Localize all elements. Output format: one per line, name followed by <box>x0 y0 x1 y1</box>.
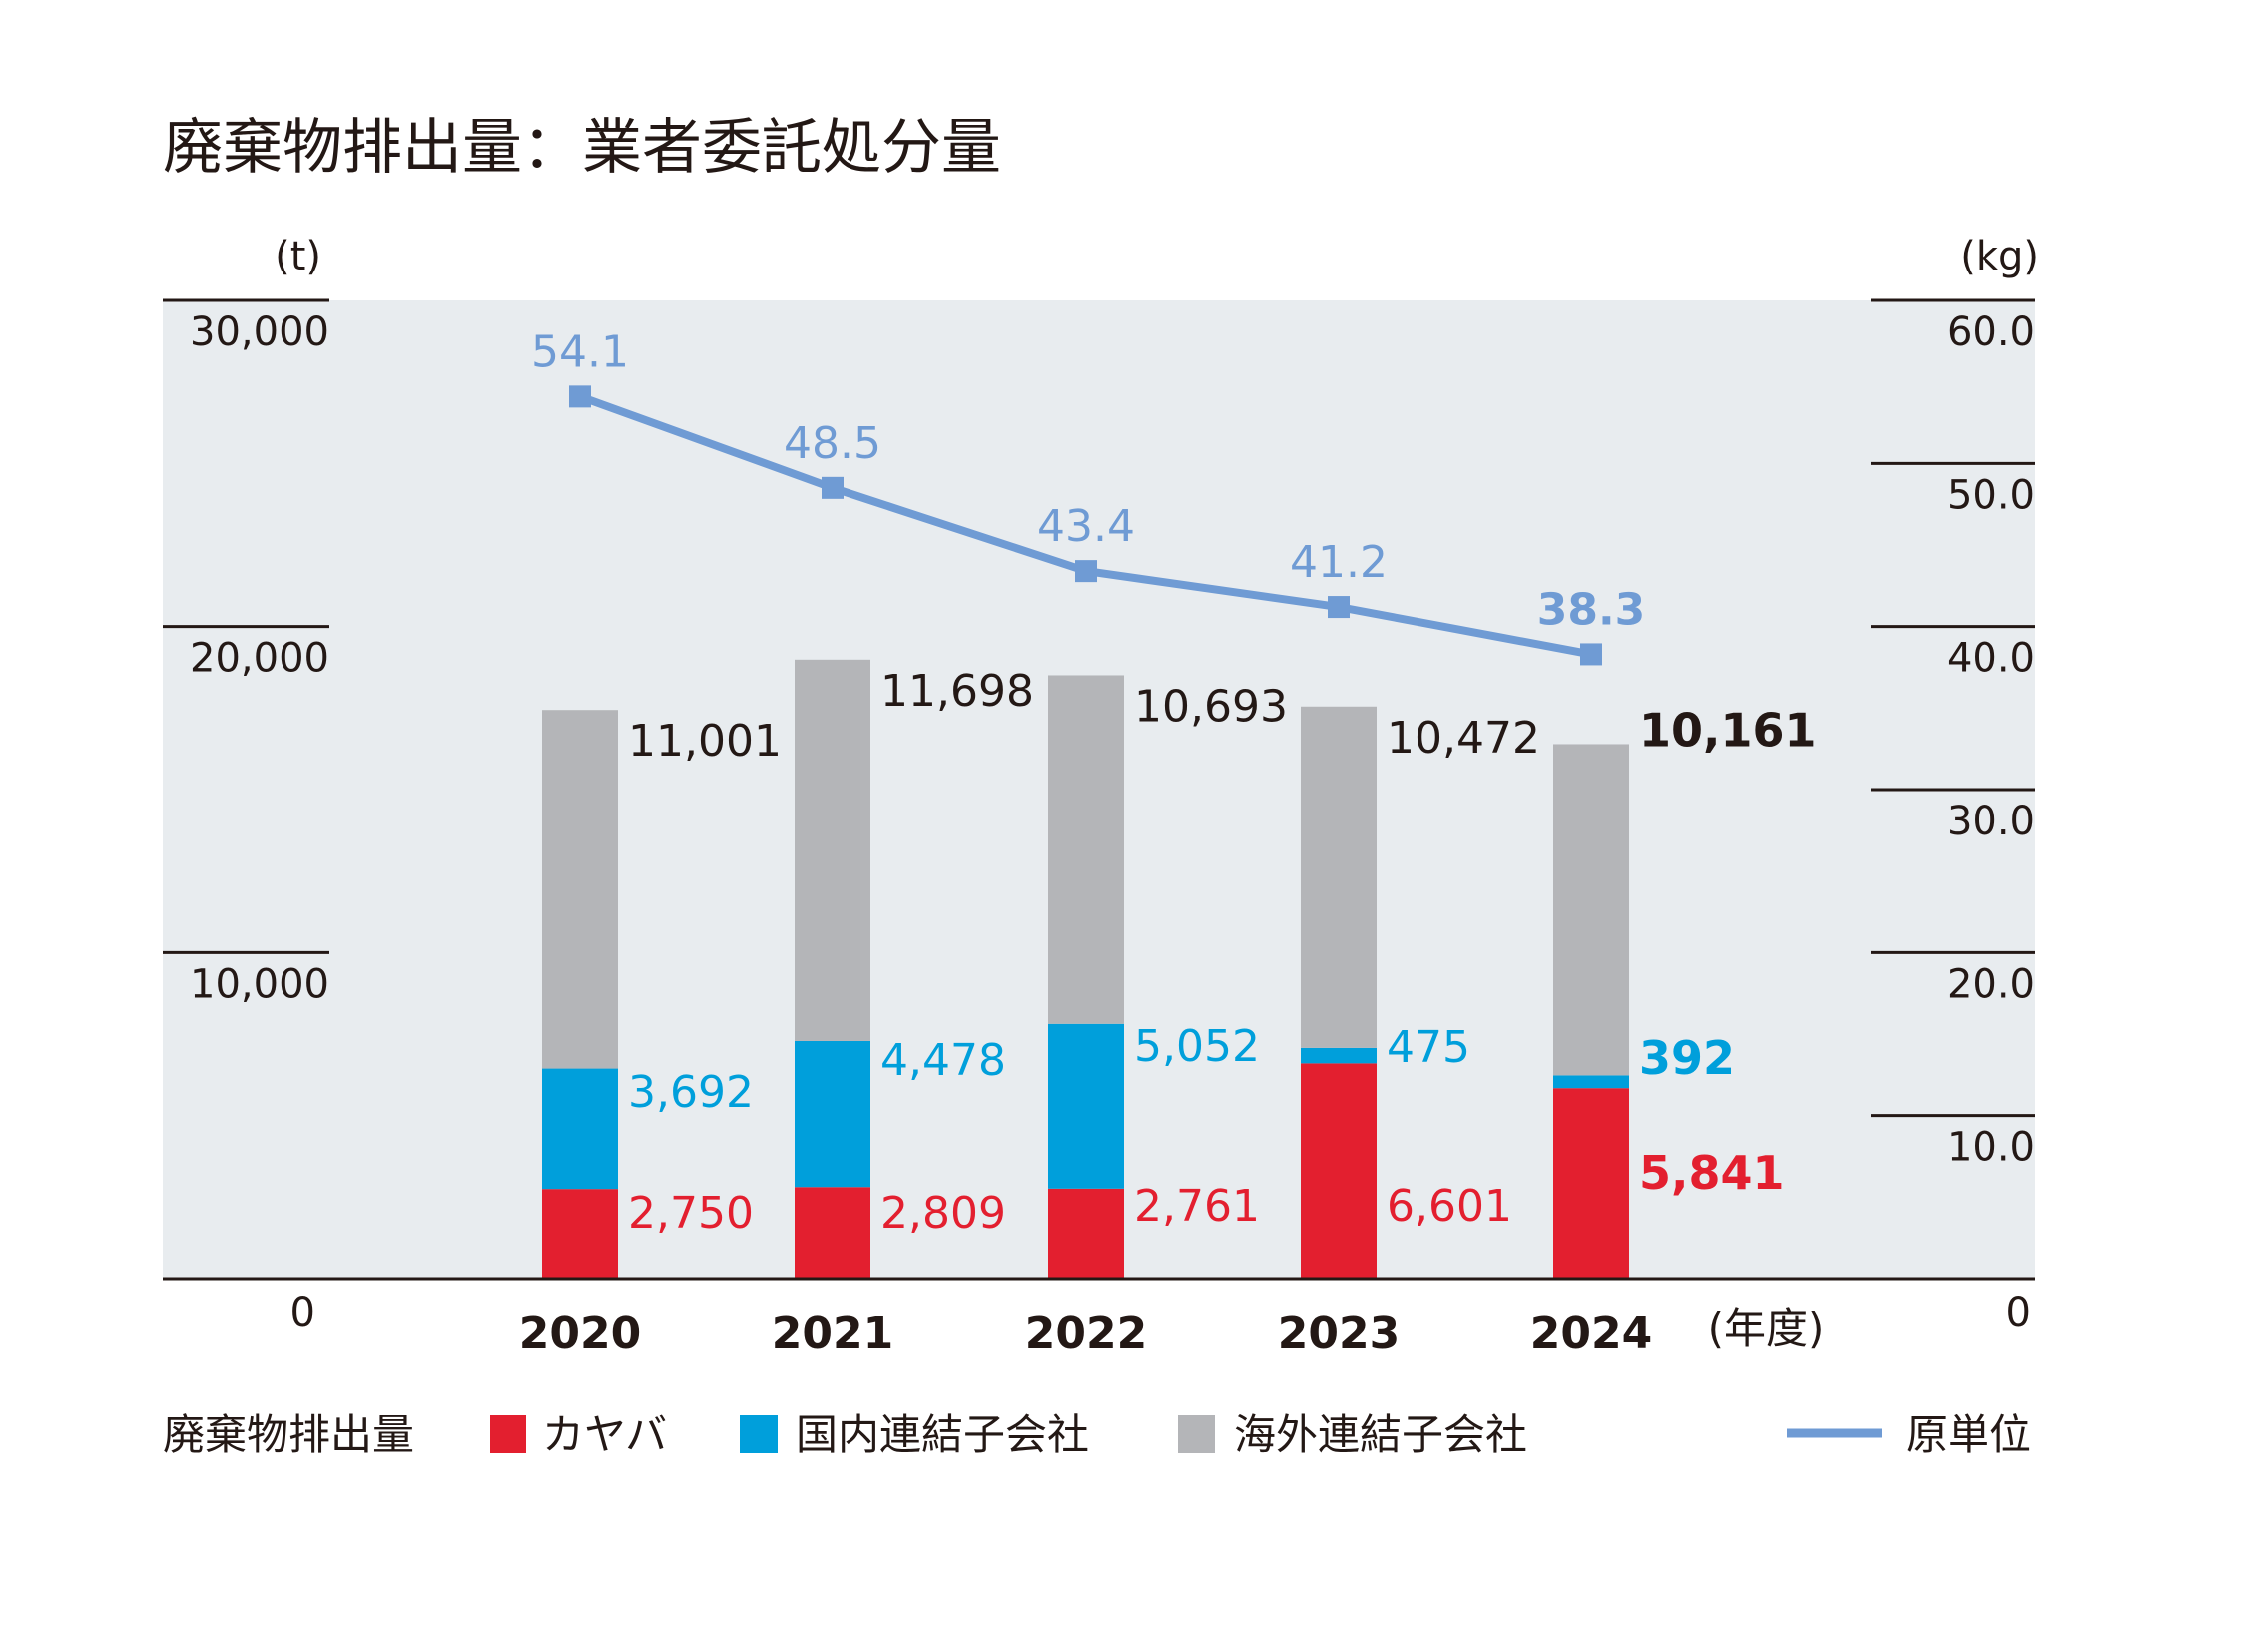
bar-value-label: 475 <box>1387 1022 1470 1073</box>
intensity-point <box>1328 596 1350 619</box>
legend-label-overseas: 海外連結子会社 <box>1234 1410 1527 1459</box>
bar-segment-kayaba <box>795 1187 870 1279</box>
category-label: 2021 <box>772 1308 893 1358</box>
bar-value-label: 5,841 <box>1639 1146 1785 1200</box>
bar-stack-2020: 2,750 3,692 11,001 2020 <box>519 710 782 1358</box>
bar-stack-2023: 6,601 475 10,472 2023 <box>1278 706 1540 1358</box>
bar-stack-2022: 2,761 5,052 10,693 2022 <box>1025 675 1288 1358</box>
bar-segment-overseas <box>542 710 618 1069</box>
intensity-label: 43.4 <box>1037 501 1135 552</box>
bar-value-label: 5,052 <box>1134 1021 1260 1072</box>
right-tick-label: 60.0 <box>1947 309 2035 355</box>
bar-segment-kayaba <box>1553 1088 1629 1279</box>
right-tick-label: 50.0 <box>1947 472 2035 518</box>
left-tick-label: 30,000 <box>190 309 329 355</box>
bar-segment-domestic <box>1301 1047 1377 1064</box>
intensity-point <box>1075 560 1097 583</box>
legend-label-intensity: 原単位 <box>1906 1410 2031 1459</box>
bar-value-label: 11,001 <box>628 716 782 767</box>
bar-segment-overseas <box>1301 706 1377 1048</box>
intensity-point <box>1580 643 1602 666</box>
chart-title: 廃棄物排出量：業者委託処分量 <box>163 113 1001 183</box>
bar-value-label: 11,698 <box>880 666 1034 717</box>
bar-value-label: 2,761 <box>1134 1181 1260 1232</box>
x-axis-unit: (年度) <box>1708 1304 1825 1353</box>
left-tick-label: 20,000 <box>190 636 329 682</box>
intensity-label: 54.1 <box>531 326 629 377</box>
bar-value-label: 10,161 <box>1639 703 1817 757</box>
left-axis-unit: (t) <box>275 234 321 279</box>
right-tick-label: 0 <box>2006 1290 2031 1336</box>
intensity-point <box>822 476 844 499</box>
right-tick-label: 10.0 <box>1947 1125 2035 1171</box>
right-axis-unit: (kg) <box>1960 234 2039 279</box>
intensity-label: 38.3 <box>1537 584 1646 635</box>
bar-stack-2024: 5,841 392 10,161 2024 <box>1530 703 1817 1358</box>
category-label: 2024 <box>1530 1308 1652 1358</box>
legend-label-domestic: 国内連結子会社 <box>796 1410 1089 1459</box>
left-tick-label: 10,000 <box>190 961 329 1007</box>
bar-value-label: 6,601 <box>1387 1181 1512 1232</box>
intensity-point <box>569 385 591 408</box>
bar-value-label: 4,478 <box>880 1035 1006 1086</box>
legend-swatch-overseas <box>1178 1415 1215 1453</box>
bar-value-label: 2,750 <box>628 1188 754 1239</box>
legend: 廃棄物排出量 カヤバ 国内連結子会社 海外連結子会社 原単位 <box>163 1410 2031 1459</box>
legend-prefix: 廃棄物排出量 <box>163 1410 414 1459</box>
bar-segment-overseas <box>1553 744 1629 1076</box>
bar-value-label: 3,692 <box>628 1067 754 1118</box>
legend-swatch-domestic <box>740 1415 778 1453</box>
legend-swatch-kayaba <box>490 1415 526 1453</box>
bar-segment-kayaba <box>1301 1063 1377 1279</box>
legend-label-kayaba: カヤバ <box>542 1410 667 1459</box>
intensity-label: 48.5 <box>784 418 881 469</box>
right-tick-label: 40.0 <box>1947 636 2035 682</box>
bar-segment-domestic <box>542 1068 618 1190</box>
bar-stack-2021: 2,809 4,478 11,698 2021 <box>772 659 1034 1358</box>
right-tick-label: 30.0 <box>1947 799 2035 844</box>
bar-segment-overseas <box>795 659 870 1041</box>
bar-value-label: 392 <box>1639 1031 1735 1085</box>
bar-value-label: 10,472 <box>1387 713 1540 764</box>
bar-segment-domestic <box>1553 1075 1629 1089</box>
left-tick-label: 0 <box>290 1290 315 1336</box>
bar-segment-overseas <box>1048 675 1124 1024</box>
bar-value-label: 2,809 <box>880 1188 1006 1239</box>
bar-segment-domestic <box>795 1040 870 1188</box>
bar-value-label: 10,693 <box>1134 681 1288 732</box>
bar-segment-kayaba <box>1048 1188 1124 1279</box>
category-label: 2023 <box>1278 1308 1400 1358</box>
category-label: 2022 <box>1025 1308 1147 1358</box>
bar-segment-domestic <box>1048 1023 1124 1189</box>
bar-segment-kayaba <box>542 1189 618 1279</box>
intensity-label: 41.2 <box>1290 537 1388 588</box>
category-label: 2020 <box>519 1308 641 1358</box>
right-tick-label: 20.0 <box>1947 961 2035 1007</box>
